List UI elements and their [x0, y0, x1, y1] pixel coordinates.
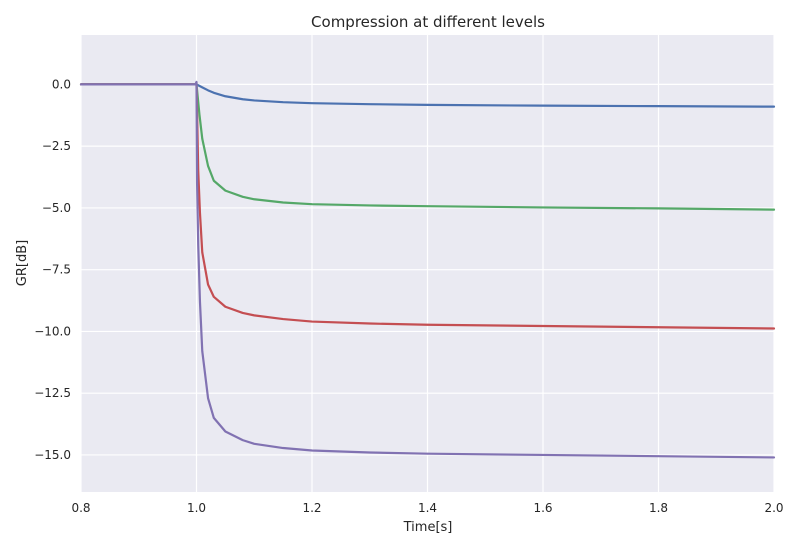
- y-tick-label: −12.5: [34, 386, 71, 400]
- chart-title: Compression at different levels: [311, 13, 545, 31]
- x-tick-label: 1.0: [187, 501, 206, 515]
- series-line-3: [79, 83, 776, 330]
- y-tick-label: −7.5: [42, 263, 71, 277]
- y-tick-label: −10.0: [34, 324, 71, 338]
- y-tick-label: −2.5: [42, 139, 71, 153]
- x-tick-label: 2.0: [764, 501, 783, 515]
- series-lines: [79, 80, 776, 459]
- x-tick-label: 1.6: [533, 501, 552, 515]
- y-tick-label: −5.0: [42, 201, 71, 215]
- x-tick-label: 1.4: [418, 501, 437, 515]
- y-axis-label: GR[dB]: [15, 240, 30, 286]
- x-tick-labels: 0.8 1.0 1.2 1.4 1.6 1.8 2.0: [71, 501, 783, 515]
- series-line-1: [79, 83, 776, 108]
- x-tick-label: 1.2: [302, 501, 321, 515]
- y-tick-label: −15.0: [34, 448, 71, 462]
- x-tick-label: 0.8: [71, 501, 90, 515]
- series-line-2: [79, 83, 776, 211]
- series-line-4: [79, 80, 776, 459]
- y-tick-label: 0.0: [52, 77, 71, 91]
- x-tick-label: 1.8: [649, 501, 668, 515]
- y-tick-labels: 0.0 −2.5 −5.0 −7.5 −10.0 −12.5 −15.0: [34, 77, 71, 462]
- x-axis-label: Time[s]: [403, 520, 453, 535]
